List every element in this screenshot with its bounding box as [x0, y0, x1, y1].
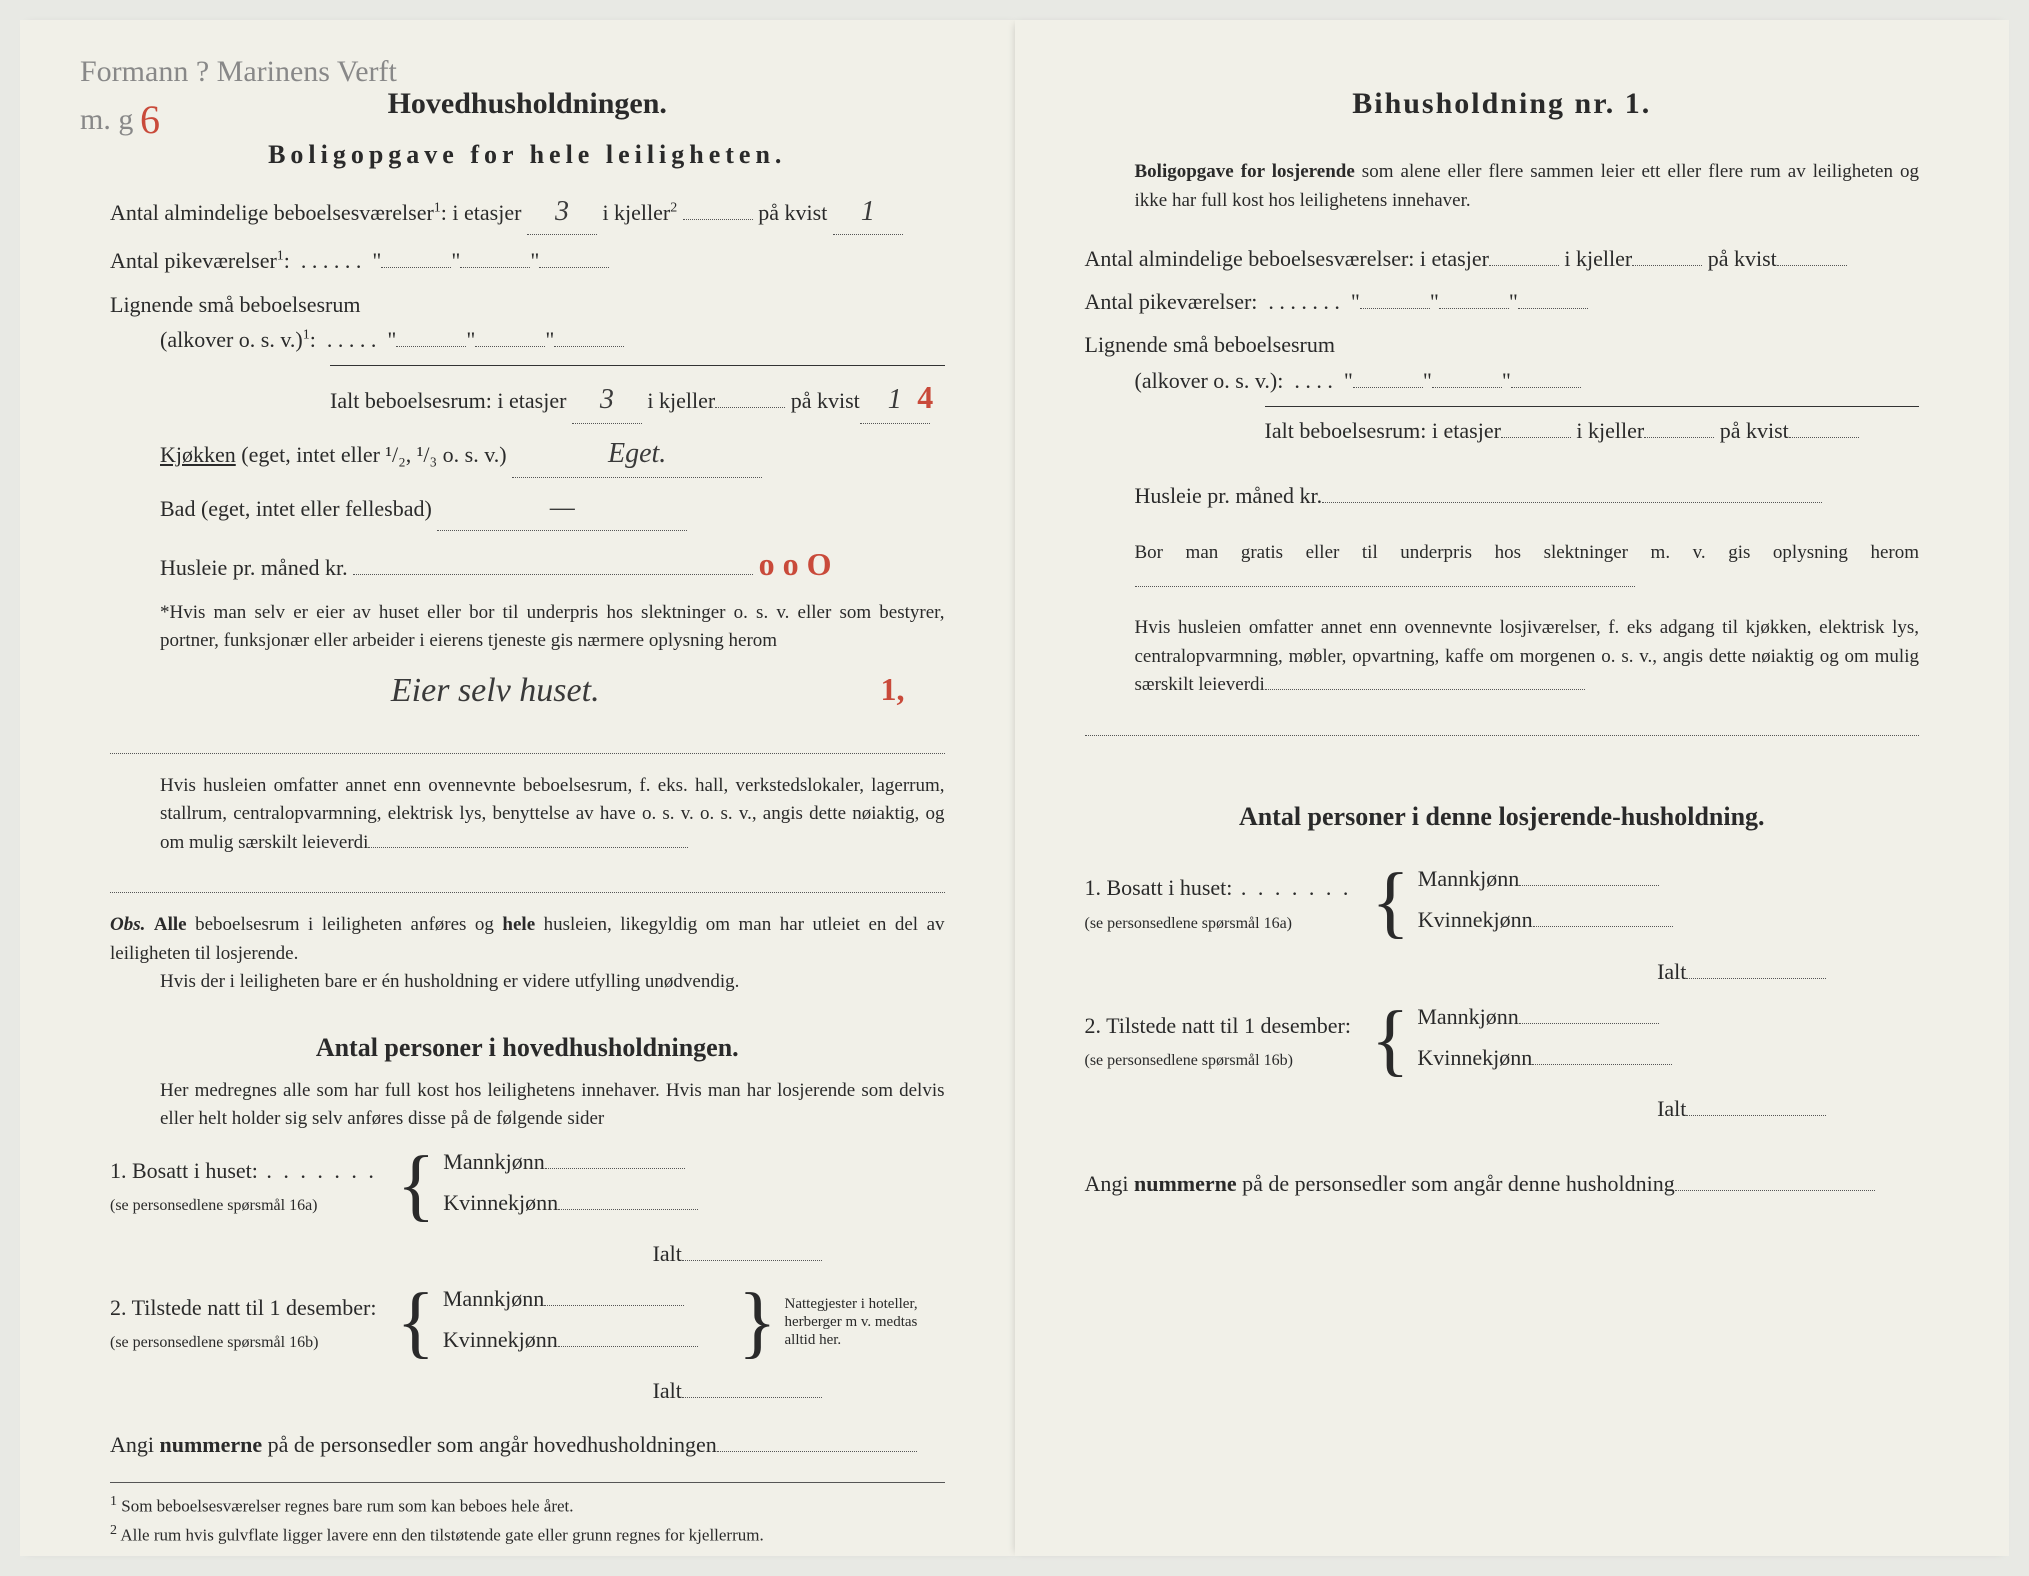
rent-line: Husleie pr. måned kr. o o O: [160, 539, 945, 590]
maid-rooms-line: Antal pikeværelser1: . . . . . . """: [110, 243, 945, 278]
red-number: 6: [140, 88, 160, 152]
similar-rooms-line: Lignende små beboelsesrum (alkover o. s.…: [110, 287, 945, 357]
right-intro: Boligopgave for losjerende som alene ell…: [1135, 158, 1920, 215]
r-q1-group: 1. Bosatt i huset: (se personsedlene spø…: [1085, 861, 1920, 943]
handwritten-header: Formann ? Marinens Verft m. g: [80, 48, 397, 144]
r-rooms-line-1: Antal almindelige beboelsesværelser: i e…: [1085, 241, 1920, 276]
kitchen-line: Kjøkken (eget, intet eller ¹/₂, ¹/₃ o. s…: [160, 432, 945, 478]
footnotes: 1 Som beboelsesværelser regnes bare rum …: [110, 1482, 945, 1549]
r-similar-rooms: Lignende små beboelsesrum (alkover o. s.…: [1085, 327, 1920, 397]
blank-line-1: [110, 726, 945, 754]
q2-group: 2. Tilstede natt til 1 desember: (se per…: [110, 1281, 945, 1363]
r-para1: Bor man gratis eller til underpris hos s…: [1135, 539, 1920, 596]
q2-total: Ialt: [110, 1373, 945, 1408]
r-q2-total: Ialt: [1085, 1091, 1920, 1126]
blank-line-2: [110, 865, 945, 893]
r-maid-rooms: Antal pikeværelser: . . . . . . . """: [1085, 284, 1920, 319]
r-bottom-line: Angi nummerne på de personsedler som ang…: [1085, 1166, 1920, 1201]
total-rooms-line: Ialt beboelsesrum: i etasjer 3 i kjeller…: [330, 365, 945, 424]
left-page: Formann ? Marinens Verft m. g 6 Hovedhus…: [20, 20, 1015, 1556]
owner-note: *Hvis man selv er eier av huset eller bo…: [160, 599, 945, 656]
r-rent-line: Husleie pr. måned kr.: [1135, 478, 1920, 513]
rent-includes-note: Hvis husleien omfatter annet enn ovennev…: [160, 772, 945, 858]
r-para2: Hvis husleien omfatter annet enn ovennev…: [1135, 614, 1920, 700]
r-blank-line: [1085, 708, 1920, 736]
right-page: Bihusholdning nr. 1. Boligopgave for los…: [1015, 20, 2010, 1556]
bath-line: Bad (eget, intet eller fellesbad) —: [160, 486, 945, 532]
right-title: Bihusholdning nr. 1.: [1085, 80, 1920, 128]
r-q1-total: Ialt: [1085, 954, 1920, 989]
r-total-rooms: Ialt beboelsesrum: i etasjer i kjeller p…: [1265, 406, 1920, 448]
rooms-line-1: Antal almindelige beboelsesværelser1: i …: [110, 190, 945, 236]
persons-heading: Antal personer i hovedhusholdningen.: [110, 1027, 945, 1069]
persons-note: Her medregnes alle som har full kost hos…: [160, 1077, 945, 1134]
obs-note: Obs. Alle beboelsesrum i leiligheten anf…: [110, 911, 945, 997]
bottom-numbers-line: Angi nummerne på de personsedler som ang…: [110, 1427, 945, 1462]
r-persons-heading: Antal personer i denne losjerende-hushol…: [1085, 796, 1920, 838]
document-spread: Formann ? Marinens Verft m. g 6 Hovedhus…: [20, 20, 2009, 1556]
hand-owner-line: Eier selv huset. 1,: [110, 664, 945, 718]
q1-total: Ialt: [110, 1236, 945, 1271]
r-q2-group: 2. Tilstede natt til 1 desember: (se per…: [1085, 999, 1920, 1081]
q1-group: 1. Bosatt i huset: (se personsedlene spø…: [110, 1144, 945, 1226]
